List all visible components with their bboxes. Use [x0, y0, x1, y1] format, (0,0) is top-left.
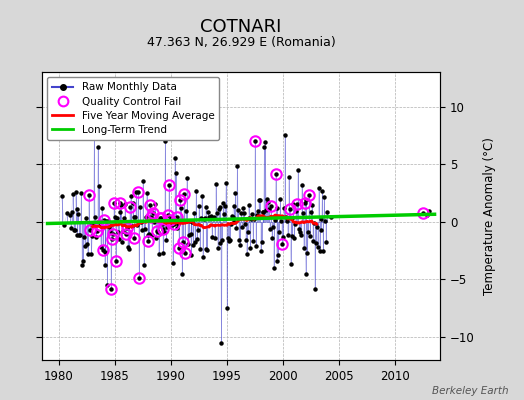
Text: COTNARI: COTNARI [200, 18, 282, 36]
Y-axis label: Temperature Anomaly (°C): Temperature Anomaly (°C) [483, 137, 496, 295]
Legend: Raw Monthly Data, Quality Control Fail, Five Year Moving Average, Long-Term Tren: Raw Monthly Data, Quality Control Fail, … [47, 77, 220, 140]
Text: Berkeley Earth: Berkeley Earth [432, 386, 508, 396]
Text: 47.363 N, 26.929 E (Romania): 47.363 N, 26.929 E (Romania) [147, 36, 335, 49]
